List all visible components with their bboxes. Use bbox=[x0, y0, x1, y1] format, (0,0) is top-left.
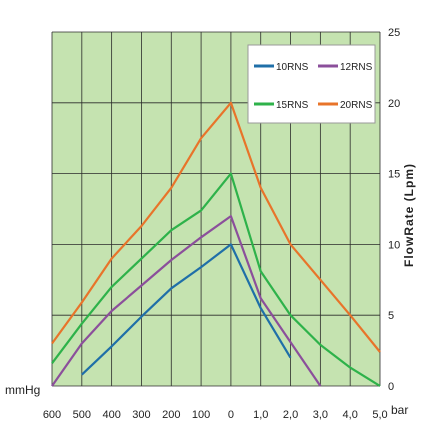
x-tick-label: 1,0 bbox=[253, 409, 268, 421]
series-line-12rns bbox=[51, 215, 322, 387]
x-tick-label: 0 bbox=[228, 409, 234, 421]
y-tick-label: 0 bbox=[388, 381, 394, 393]
x-tick-labels: 600 500 400 300 200 100 0 1,0 2,0 3,0 4,0 5,0 bbox=[43, 409, 388, 421]
legend-label-20rns: 20RNS bbox=[340, 100, 373, 111]
legend-box bbox=[247, 44, 376, 124]
series-line-10rns bbox=[81, 243, 292, 376]
x-tick-label: 2,0 bbox=[283, 409, 298, 421]
legend: 10RNS 12RNS 15RNS 20RNS bbox=[247, 44, 376, 124]
series-line-15rns bbox=[51, 172, 381, 387]
series-lines bbox=[51, 101, 381, 387]
y-tick-label: 25 bbox=[388, 27, 400, 39]
x-tick-label: 500 bbox=[73, 409, 91, 421]
x-tick-label: 4,0 bbox=[343, 409, 358, 421]
x-unit-left-label: mmHg bbox=[5, 383, 40, 397]
legend-label-15rns: 15RNS bbox=[276, 100, 309, 111]
legend-label-12rns: 12RNS bbox=[340, 62, 373, 73]
y-tick-label: 20 bbox=[388, 98, 400, 110]
x-tick-label: 400 bbox=[102, 409, 120, 421]
y-axis-label: FlowRate (Lpm) bbox=[402, 163, 416, 267]
legend-label-10rns: 10RNS bbox=[276, 62, 309, 73]
y-tick-label: 5 bbox=[388, 310, 394, 322]
y-tick-label: 10 bbox=[388, 239, 400, 251]
x-tick-label: 200 bbox=[162, 409, 180, 421]
series-line-20rns bbox=[51, 101, 381, 353]
x-tick-label: 600 bbox=[43, 409, 61, 421]
x-unit-right-label: bar bbox=[391, 403, 408, 417]
y-tick-labels: 0 5 10 15 20 25 bbox=[388, 27, 400, 393]
y-tick-label: 15 bbox=[388, 169, 400, 181]
x-tick-label: 3,0 bbox=[313, 409, 328, 421]
x-tick-label: 100 bbox=[192, 409, 210, 421]
x-tick-label: 5,0 bbox=[372, 409, 387, 421]
x-tick-label: 300 bbox=[132, 409, 150, 421]
